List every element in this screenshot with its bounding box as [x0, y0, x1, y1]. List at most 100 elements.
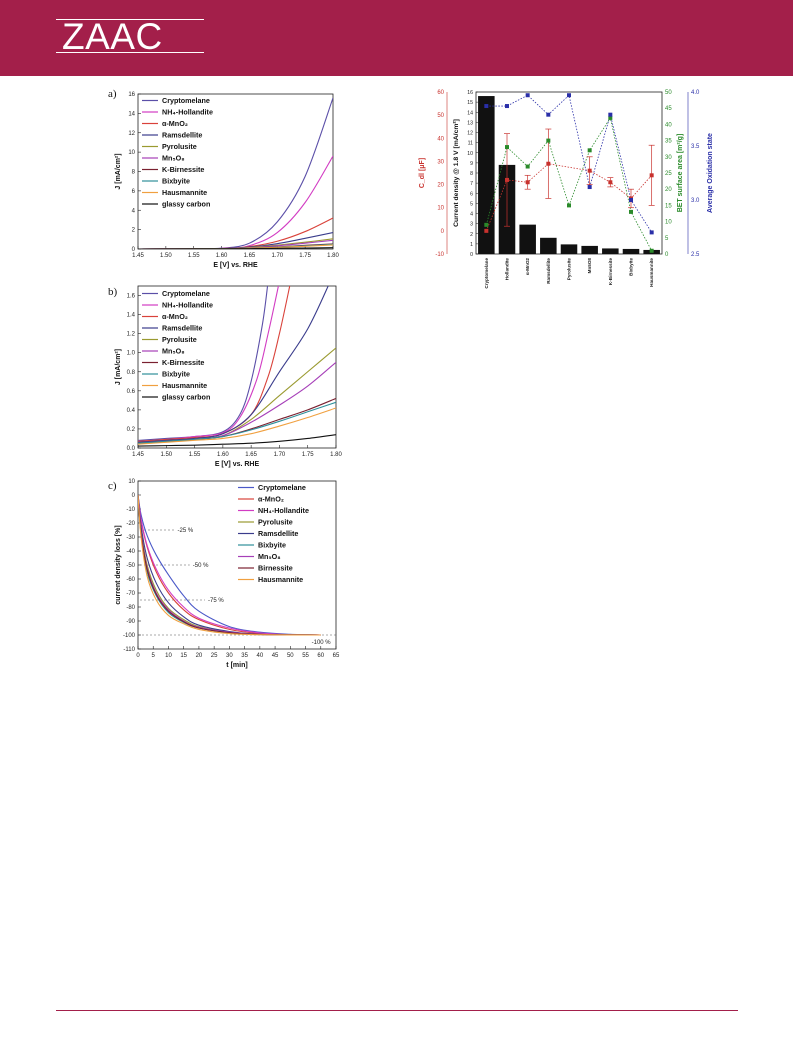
y-tick-label: 13: [467, 120, 473, 126]
x-axis-label: t [min]: [226, 662, 247, 669]
legend-label: Cryptomelane: [258, 483, 306, 492]
bet-marker: [608, 115, 613, 120]
y-axis-label: Current density @ 1.8 V [mA/cm²]: [453, 119, 460, 227]
y-tick-label: 8: [470, 171, 473, 177]
y-axis-label: current density loss [%]: [115, 525, 122, 604]
y-tick-label: 9: [470, 161, 473, 167]
y-tick-label: 10: [467, 151, 473, 157]
legend-label: K-Birnessite: [162, 358, 204, 367]
y-tick-label: 0.6: [127, 389, 136, 395]
y-tick-label: 0: [470, 252, 473, 258]
x-tick-label: 1.65: [245, 452, 257, 458]
header-rule-top: [56, 19, 204, 20]
journal-header: ZAAC: [0, 0, 793, 76]
bet-tick-label: 25: [665, 171, 672, 177]
y-tick-label: 0.2: [127, 427, 136, 433]
y-tick-label: 1.2: [127, 332, 136, 338]
y-tick-label: -10: [126, 507, 135, 513]
legend-label: glassy carbon: [162, 200, 210, 209]
y-tick-label: 10: [128, 479, 135, 485]
legend-label: Mn₅O₈: [162, 154, 185, 163]
bar: [560, 244, 578, 254]
series-line: [138, 217, 333, 249]
y-tick-label: 0.4: [127, 408, 136, 414]
x-tick-label: 35: [241, 653, 248, 659]
x-tick-label: 45: [272, 653, 279, 659]
legend-label: Birnessite: [258, 564, 293, 573]
x-tick-label: 1.70: [274, 452, 286, 458]
series-line: [138, 407, 336, 445]
y-tick-label: 2: [132, 228, 136, 234]
y-axis-label: J [mA/cm²]: [115, 153, 122, 189]
category-label: Cryptomelane: [484, 258, 489, 289]
y-tick-label: -80: [126, 605, 135, 611]
legend-label: Mn₅O₈: [258, 552, 281, 561]
x-tick-label: 1.50: [160, 253, 172, 259]
ox-marker: [649, 230, 654, 235]
y-tick-label: 0: [132, 493, 136, 499]
y-tick-label: 11: [468, 141, 473, 147]
legend-label: NH₄-Hollandite: [162, 108, 213, 117]
bet-tick-label: 35: [665, 139, 672, 145]
y-tick-label: 16: [467, 90, 473, 96]
x-tick-label: 40: [257, 653, 264, 659]
bar: [519, 224, 536, 254]
bet-marker: [505, 145, 509, 150]
y-tick-label: -20: [126, 521, 135, 527]
ox-marker: [546, 112, 551, 117]
x-tick-label: 1.45: [132, 452, 144, 458]
series-line: [138, 494, 321, 636]
y-tick-label: -100: [123, 633, 136, 639]
bet-marker: [649, 248, 654, 253]
cdl-marker: [608, 180, 613, 185]
series-line: [138, 401, 336, 444]
x-tick-label: 1.45: [132, 253, 144, 259]
reference-line-label: -50 %: [193, 563, 209, 569]
y-tick-label: 1.6: [127, 294, 136, 300]
bet-marker: [525, 164, 530, 169]
cdl-marker: [484, 228, 489, 233]
x-tick-label: 20: [196, 653, 203, 659]
series-line: [138, 494, 321, 636]
x-tick-label: 1.65: [244, 253, 256, 259]
y-tick-label: 1: [470, 242, 473, 248]
cdl-marker: [649, 173, 654, 178]
bar: [602, 248, 619, 254]
legend-label: Bixbyite: [162, 370, 190, 379]
y-tick-label: 14: [128, 111, 135, 117]
x-tick-label: 65: [333, 653, 340, 659]
y-tick-label: -50: [126, 563, 135, 569]
y-tick-label: 14: [467, 110, 473, 116]
legend-label: Ramsdellite: [162, 131, 202, 140]
panel-label: a): [108, 88, 117, 100]
legend-label: Hausmannite: [162, 381, 207, 390]
bet-tick-label: 20: [665, 187, 672, 193]
x-tick-label: 1.70: [271, 253, 283, 259]
category-label: α-MnO2: [525, 258, 530, 276]
cdl-tick-label: 10: [437, 206, 444, 212]
legend-label: K-Birnessite: [162, 165, 204, 174]
bet-marker: [546, 138, 551, 143]
y-tick-label: 16: [128, 92, 135, 98]
legend-label: Pyrolusite: [162, 142, 197, 151]
x-tick-label: 1.75: [299, 253, 311, 259]
legend-label: Hausmannite: [162, 188, 207, 197]
ox-marker: [587, 185, 592, 190]
cdl-tick-label: 50: [437, 113, 444, 119]
x-tick-label: 30: [226, 653, 233, 659]
legend-label: Mn₅O₈: [162, 347, 185, 356]
y-axis-label: J [mA/cm²]: [115, 349, 122, 385]
footer-rule: [56, 1010, 738, 1011]
category-label: K-Birnessite: [608, 258, 613, 286]
bet-marker: [629, 209, 633, 214]
ox-marker: [505, 104, 509, 109]
x-tick-label: 10: [165, 653, 172, 659]
ox-marker: [567, 93, 571, 98]
x-tick-label: 1.55: [189, 452, 201, 458]
y-tick-label: 4: [470, 212, 473, 218]
y-tick-label: 1.4: [127, 313, 136, 319]
ox-marker: [484, 104, 489, 109]
ox-marker: [608, 112, 613, 117]
x-tick-label: 1.60: [216, 253, 228, 259]
